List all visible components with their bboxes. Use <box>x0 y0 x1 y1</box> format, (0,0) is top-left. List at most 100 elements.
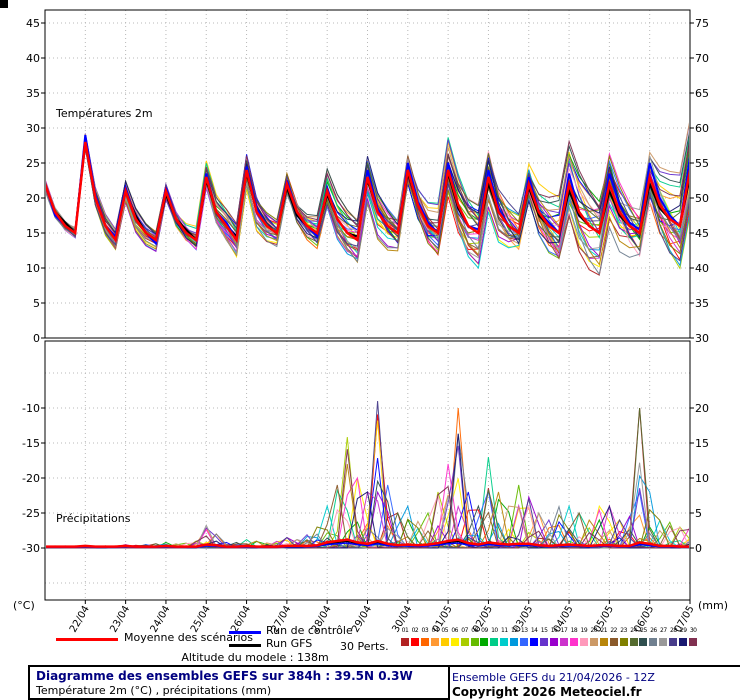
svg-text:29/04: 29/04 <box>350 604 374 634</box>
member-number: 21 <box>600 627 608 634</box>
member-number: 29 <box>679 627 687 634</box>
gridlines <box>45 10 690 600</box>
member-color-swatch <box>490 638 499 646</box>
temperature-main-runs <box>46 134 689 246</box>
member-color-swatch <box>420 638 429 646</box>
svg-text:25: 25 <box>26 157 40 170</box>
member-cell: 05 <box>440 627 450 646</box>
member-color-swatch <box>619 638 628 646</box>
altitude-label: Altitude du modele : 138m <box>181 651 329 664</box>
member-cell: 03 <box>420 627 430 646</box>
svg-text:-15: -15 <box>22 437 40 450</box>
control-line-swatch <box>229 631 261 634</box>
mean-legend-label: Moyenne des scénarios <box>124 631 253 644</box>
member-number: 28 <box>669 627 677 634</box>
precipitation-ensemble-members <box>46 400 689 549</box>
svg-text:20: 20 <box>26 192 40 205</box>
member-color-swatch <box>430 638 439 646</box>
member-cell: 04 <box>430 627 440 646</box>
corner-mark <box>0 0 8 8</box>
member-number: 22 <box>610 627 617 634</box>
member-color-swatch <box>639 638 648 646</box>
member-color-swatch <box>410 638 419 646</box>
member-color-swatch <box>450 638 459 646</box>
member-cell: 26 <box>648 627 658 646</box>
member-cell: 20 <box>589 627 599 646</box>
member-color-swatch <box>500 638 509 646</box>
svg-text:15: 15 <box>26 227 40 240</box>
member-color-swatch <box>609 638 618 646</box>
member-color-swatch <box>480 638 489 646</box>
member-number: 17 <box>560 627 568 634</box>
member-number: 18 <box>570 627 578 634</box>
member-cell: 29 <box>678 627 688 646</box>
member-color-swatch <box>540 638 549 646</box>
member-number: 16 <box>550 627 558 634</box>
member-number: 04 <box>431 627 439 634</box>
member-cell: 15 <box>539 627 549 646</box>
member-number: 01 <box>401 627 409 634</box>
svg-text:70: 70 <box>695 52 709 65</box>
member-color-swatch <box>460 638 469 646</box>
member-cell: 16 <box>549 627 559 646</box>
gfs-legend-label: Run GFS <box>266 637 313 650</box>
member-cell: 06 <box>450 627 460 646</box>
svg-text:20: 20 <box>695 402 709 415</box>
svg-text:24/04: 24/04 <box>149 604 173 634</box>
member-cell: 09 <box>480 627 490 646</box>
member-number: 07 <box>461 627 468 634</box>
svg-text:23/04: 23/04 <box>108 604 132 634</box>
member-number: 08 <box>471 627 478 634</box>
member-color-swatch <box>559 638 568 646</box>
member-cell: 22 <box>609 627 619 646</box>
member-cell: 08 <box>470 627 480 646</box>
svg-text:30: 30 <box>695 332 709 345</box>
member-cell: 12 <box>509 627 519 646</box>
member-color-swatch <box>440 638 449 646</box>
member-color-swatch <box>629 638 638 646</box>
svg-text:0: 0 <box>695 542 702 555</box>
member-number: 26 <box>650 627 657 634</box>
svg-text:40: 40 <box>26 52 40 65</box>
member-color-swatch <box>689 638 698 646</box>
precipitation-panel-label: Précipitations <box>56 512 131 525</box>
member-cell: 27 <box>658 627 668 646</box>
member-cell: 11 <box>499 627 509 646</box>
member-cell: 01 <box>400 627 410 646</box>
run-info-box: Ensemble GEFS du 21/04/2026 - 12Z Copyri… <box>446 665 740 700</box>
member-cell: 07 <box>460 627 470 646</box>
member-color-swatch <box>400 638 409 646</box>
member-color-swatch <box>599 638 608 646</box>
member-number: 02 <box>411 627 419 634</box>
member-color-swatch <box>470 638 479 646</box>
svg-text:75: 75 <box>695 17 709 30</box>
mean-line-swatch <box>56 638 118 641</box>
member-number: 03 <box>421 627 429 634</box>
member-cell: 30 <box>688 627 698 646</box>
member-color-swatch <box>530 638 539 646</box>
svg-text:10: 10 <box>695 472 709 485</box>
svg-text:45: 45 <box>695 227 709 240</box>
chart-subtitle: Température 2m (°C) , précipitations (mm… <box>36 684 272 697</box>
temperature-panel-label: Températures 2m <box>56 107 153 120</box>
svg-text:26/04: 26/04 <box>229 604 253 634</box>
svg-text:(mm): (mm) <box>698 599 728 612</box>
member-color-swatch <box>679 638 688 646</box>
svg-text:30: 30 <box>26 122 40 135</box>
member-number: 15 <box>540 627 548 634</box>
member-number: 06 <box>451 627 458 634</box>
member-color-swatch <box>520 638 529 646</box>
member-color-swatch <box>550 638 559 646</box>
member-number: 24 <box>630 627 637 634</box>
gfs-line-swatch <box>229 644 261 647</box>
svg-text:15: 15 <box>695 437 709 450</box>
member-color-swatch <box>569 638 578 646</box>
member-cell: 18 <box>569 627 579 646</box>
member-color-swatch <box>579 638 588 646</box>
member-color-swatch <box>510 638 519 646</box>
svg-text:50: 50 <box>695 192 709 205</box>
member-cell: 02 <box>410 627 420 646</box>
svg-text:-10: -10 <box>22 402 40 415</box>
svg-text:(°C): (°C) <box>13 599 35 612</box>
precipitation-main-runs <box>46 538 689 548</box>
